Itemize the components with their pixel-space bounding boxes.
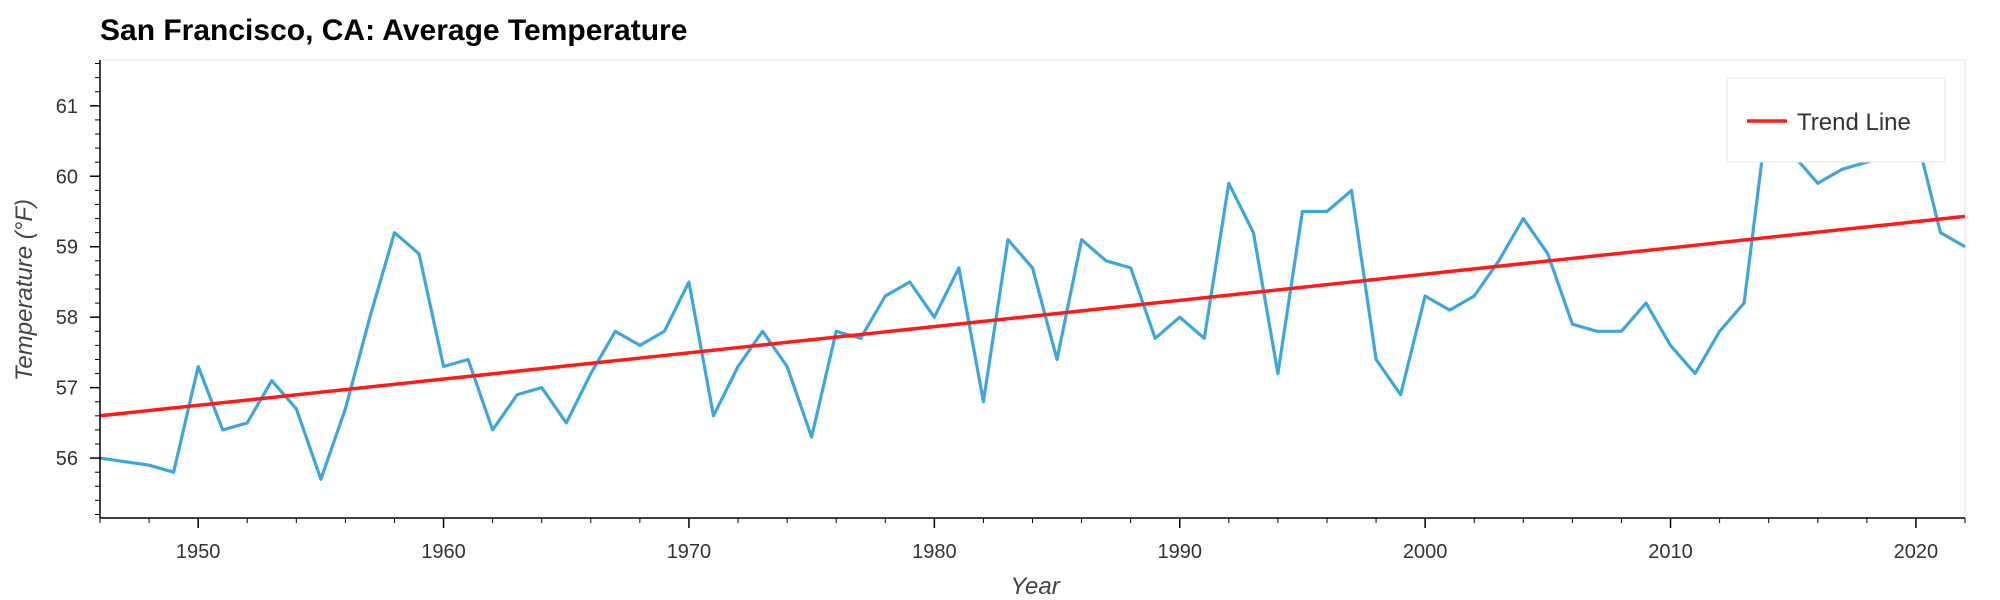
x-tick-label-1960: 1960 xyxy=(421,541,466,563)
x-tick-label-1970: 1970 xyxy=(667,541,712,563)
x-tick-label-1950: 1950 xyxy=(176,541,221,563)
axes-layer: 1950 1960 1970 1980 1990 2000 2010 2020 56 57 58 59… xyxy=(56,60,1966,563)
x-tick-label-1980: 1980 xyxy=(912,541,957,563)
x-tick-label-1990: 1990 xyxy=(1157,541,1202,563)
legend-label-trend-line: Trend Line xyxy=(1797,109,1911,136)
legend: Trend Line xyxy=(1726,77,1946,163)
series-line-trend xyxy=(99,214,1966,418)
x-tick-label-2010: 2010 xyxy=(1648,541,1693,563)
y-tick-label-57: 57 xyxy=(56,378,78,400)
y-axis-label: Temperature (°F) xyxy=(11,199,38,381)
y-tick-label-56: 56 xyxy=(56,448,78,470)
y-tick-label-58: 58 xyxy=(56,307,78,329)
chart-title: San Francisco, CA: Average Temperature xyxy=(100,14,688,47)
x-tick-label-2020: 2020 xyxy=(1894,541,1939,563)
y-tick-label-61: 61 xyxy=(56,96,78,118)
y-tick-label-59: 59 xyxy=(56,237,78,259)
series-layer xyxy=(99,104,1966,481)
y-tick-label-60: 60 xyxy=(56,166,78,188)
plot-area xyxy=(99,59,1966,519)
x-axis-label: Year xyxy=(1010,573,1060,600)
x-tick-label-2000: 2000 xyxy=(1403,541,1448,563)
